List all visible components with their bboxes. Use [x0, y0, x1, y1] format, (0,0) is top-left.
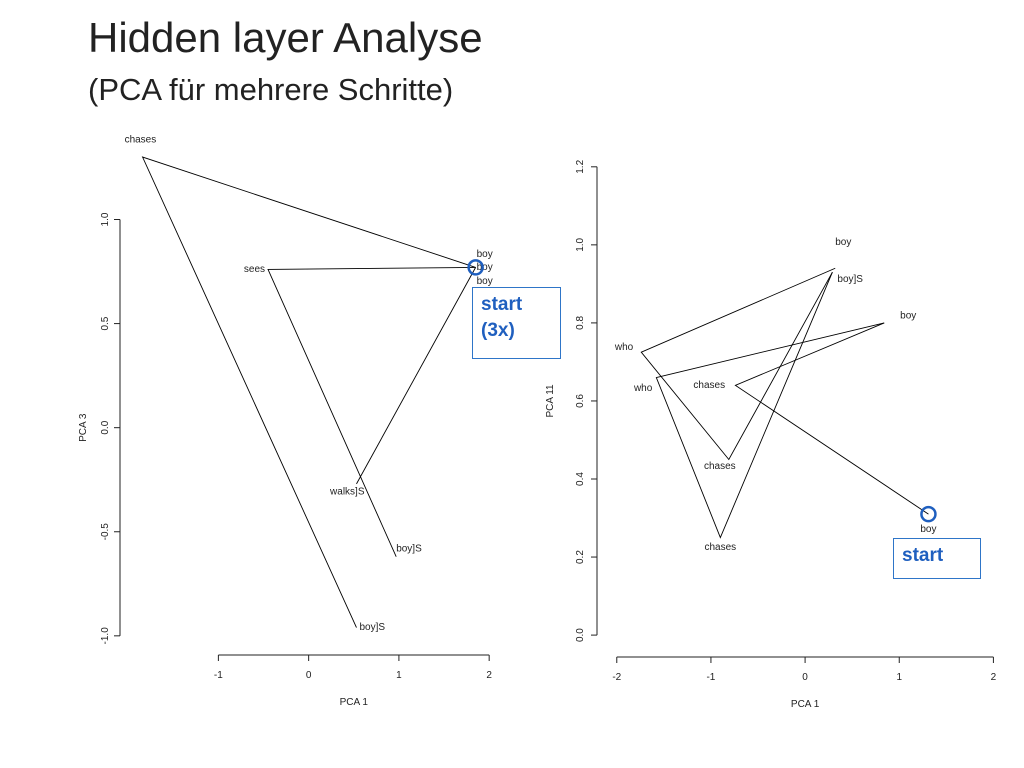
point-label: boy [835, 237, 851, 248]
annotation-box: start [893, 538, 981, 579]
trajectory [267, 266, 476, 557]
point-label: who [614, 342, 634, 353]
trajectory [356, 267, 477, 485]
y-tick-label: 1.2 [575, 159, 586, 173]
y-tick-label: 1.0 [575, 237, 586, 251]
y-tick-label: 0.0 [100, 420, 111, 434]
point-label: boy]S [359, 622, 385, 633]
point-label: boy [900, 311, 916, 322]
y-axis-title: PCA 11 [545, 384, 556, 418]
point-label: chases [705, 542, 737, 553]
slide-title: Hidden layer Analyse [88, 14, 483, 61]
trajectory [734, 322, 929, 515]
y-tick-label: 0.4 [575, 472, 586, 486]
x-axis-title: PCA 1 [340, 697, 369, 708]
y-tick-label: -1.0 [100, 627, 111, 645]
x-tick-label: 0 [306, 670, 312, 681]
point-label: boy [920, 524, 936, 535]
y-tick-label: 0.5 [100, 316, 111, 330]
trajectory [640, 267, 836, 461]
x-tick-label: -2 [612, 672, 621, 683]
point-label: chases [704, 461, 736, 472]
point-label: chases [693, 380, 725, 391]
y-tick-label: 0.2 [575, 550, 586, 564]
y-tick-label: 0.8 [575, 316, 586, 330]
annotation-box: start (3x) [472, 287, 561, 359]
point-label: boy]S [837, 274, 863, 285]
x-tick-label: -1 [706, 672, 715, 683]
start-marker [920, 505, 937, 523]
y-tick-label: -0.5 [100, 523, 111, 541]
y-tick-label: 0.6 [575, 394, 586, 408]
y-tick-label: 0.0 [575, 628, 586, 642]
point-label: who [633, 383, 653, 394]
x-tick-label: 2 [486, 670, 492, 681]
slide-subtitle: (PCA für mehrere Schritte) [88, 72, 454, 107]
point-label: sees [244, 264, 265, 275]
x-tick-label: 2 [991, 672, 997, 683]
point-label: walks]S [329, 487, 365, 498]
point-label: chases [125, 135, 157, 146]
point-label: boy [477, 262, 493, 273]
trajectory [141, 156, 476, 628]
point-label: boy [477, 249, 493, 260]
y-tick-label: 1.0 [100, 212, 111, 226]
x-tick-label: 1 [896, 672, 902, 683]
trajectory [655, 271, 885, 539]
start-marker [467, 259, 484, 276]
x-tick-label: 1 [396, 670, 402, 681]
y-axis-title: PCA 3 [78, 413, 89, 442]
x-axis-title: PCA 1 [791, 699, 820, 710]
point-label: boy]S [396, 543, 422, 554]
point-label: boy [477, 276, 493, 287]
x-tick-label: 0 [802, 672, 808, 683]
x-tick-label: -1 [214, 670, 223, 681]
